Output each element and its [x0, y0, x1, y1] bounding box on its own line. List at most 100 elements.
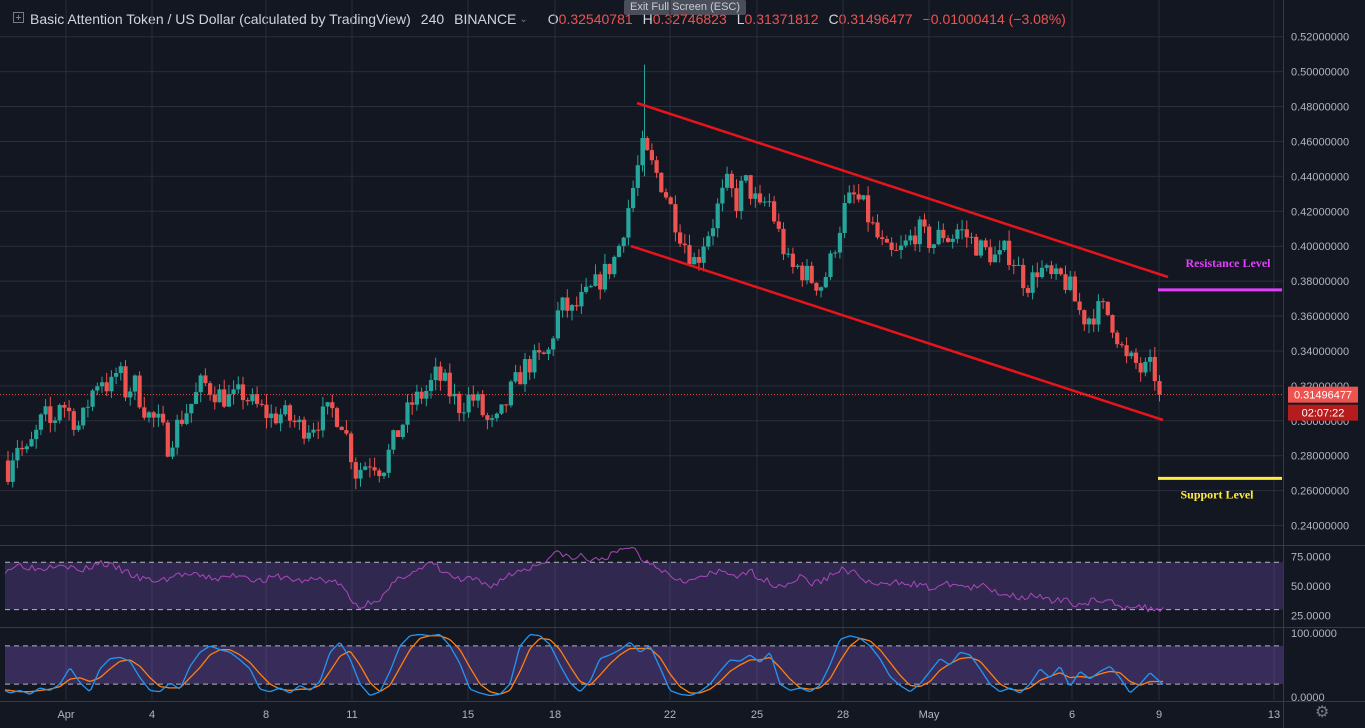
- candle-body: [555, 310, 560, 339]
- candle-body: [34, 429, 39, 440]
- rsi-band: [5, 562, 1283, 610]
- candle-body: [833, 252, 838, 254]
- candle-body: [5, 460, 11, 482]
- symbol-title[interactable]: Basic Attention Token / US Dollar (calcu…: [30, 11, 411, 27]
- candle-body: [447, 372, 452, 397]
- candle-body: [720, 187, 725, 204]
- expand-icon[interactable]: [13, 12, 24, 23]
- candle-body: [316, 429, 321, 431]
- last-price-badge: [1288, 386, 1358, 403]
- candle-body: [569, 305, 575, 311]
- candle-body: [264, 404, 269, 419]
- candle-body: [114, 373, 119, 377]
- candle-body: [546, 349, 551, 354]
- close-label: C: [828, 11, 839, 27]
- candle-body: [339, 426, 344, 431]
- candle-body: [574, 305, 579, 307]
- candle-body: [692, 257, 697, 265]
- stoch-d-line: [4, 635, 1163, 695]
- candle-body: [485, 415, 490, 420]
- candle-body: [325, 402, 330, 407]
- candle-body: [889, 242, 894, 250]
- candle-body: [344, 430, 349, 434]
- candle-body: [438, 366, 443, 381]
- candle-body: [165, 422, 170, 457]
- candle-body: [311, 429, 316, 433]
- candle-body: [1124, 345, 1129, 357]
- candle-body: [927, 226, 932, 249]
- candle-body: [1039, 267, 1045, 278]
- candle-body: [490, 418, 495, 420]
- candle-body: [43, 406, 48, 415]
- candle-body: [1002, 240, 1007, 251]
- candle-body: [875, 222, 880, 238]
- candle-body: [1119, 344, 1124, 346]
- candle-body: [969, 236, 974, 238]
- candle-body: [85, 406, 90, 408]
- candle-body: [353, 462, 358, 479]
- x-tick-label: 11: [346, 709, 357, 721]
- candle-body: [828, 253, 833, 278]
- candle-body: [992, 254, 998, 263]
- candle-body: [1096, 301, 1101, 325]
- candle-body: [405, 402, 410, 425]
- candle-body: [189, 403, 194, 414]
- candle-body: [687, 245, 692, 265]
- countdown-badge: [1288, 404, 1358, 421]
- candle-body: [292, 420, 297, 423]
- interval-label[interactable]: 240: [420, 11, 445, 27]
- y-tick-label: 0.48000000: [1291, 102, 1349, 114]
- exchange-label: BINANCE: [454, 11, 517, 27]
- candle-body: [701, 246, 706, 263]
- candle-body: [240, 384, 246, 401]
- candle-body: [1115, 332, 1120, 345]
- candle-body: [753, 193, 758, 199]
- candle-body: [175, 419, 180, 448]
- candle-body: [419, 391, 424, 399]
- candle-body: [71, 411, 76, 430]
- candle-body: [471, 394, 476, 401]
- candle-body: [1086, 318, 1092, 325]
- candle-body: [710, 228, 716, 237]
- candle-body: [814, 282, 819, 291]
- chevron-down-icon[interactable]: ⌄: [519, 13, 528, 25]
- candle-body: [283, 405, 288, 415]
- x-tick-label: 8: [263, 709, 269, 721]
- candle-body: [856, 194, 861, 200]
- candle-body: [635, 165, 640, 188]
- candle-body: [776, 221, 781, 229]
- candle-body: [1049, 265, 1054, 275]
- candle-body: [278, 414, 283, 424]
- candle-body: [908, 235, 913, 241]
- x-tick-label: 13: [1268, 709, 1280, 721]
- x-tick-label: May: [919, 709, 940, 721]
- candle-body: [1077, 301, 1082, 311]
- low-value: 0.31371812: [744, 11, 819, 27]
- candle-body: [588, 286, 593, 288]
- candle-body: [90, 390, 95, 407]
- x-tick-label: 9: [1156, 709, 1162, 721]
- candle-body: [391, 430, 396, 450]
- candle-body: [10, 460, 15, 482]
- candle-body: [842, 203, 847, 233]
- x-tick-label: 25: [751, 709, 763, 721]
- candle-body: [527, 359, 532, 373]
- candle-body: [1148, 356, 1153, 362]
- candle-body: [1063, 274, 1068, 290]
- candle-body: [1152, 356, 1157, 382]
- y-tick-label: 0.28000000: [1291, 451, 1349, 463]
- candle-body: [146, 412, 152, 418]
- candle-body: [128, 391, 133, 398]
- candle-body: [306, 432, 311, 439]
- candle-body: [1044, 265, 1049, 268]
- candle-body: [414, 391, 419, 405]
- candle-body: [457, 393, 462, 413]
- candle-body: [1025, 288, 1030, 293]
- x-tick-label: 6: [1069, 709, 1075, 721]
- gear-icon[interactable]: ⚙: [1315, 704, 1330, 721]
- candle-body: [790, 253, 795, 267]
- y-tick-label: 0.26000000: [1291, 486, 1349, 498]
- candle-body: [29, 439, 34, 447]
- candle-body: [706, 236, 711, 247]
